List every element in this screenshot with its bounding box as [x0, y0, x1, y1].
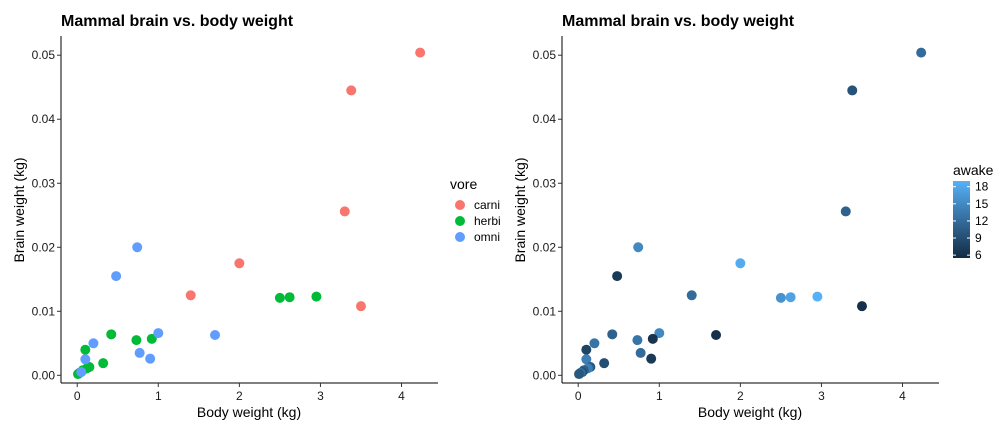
- x-tick-label: 2: [737, 389, 744, 403]
- point: [735, 258, 746, 269]
- chart-title: Mammal brain vs. body weight: [562, 13, 795, 30]
- y-tick-label: 0.02: [32, 240, 56, 254]
- y-axis-label: Brain weight (kg): [512, 157, 528, 262]
- colorbar-tick-label: 12: [975, 214, 989, 228]
- x-tick-label: 3: [818, 389, 825, 403]
- point-omni: [76, 367, 87, 378]
- point-carni: [355, 301, 366, 312]
- point: [711, 329, 722, 340]
- point-omni: [132, 242, 143, 253]
- point-omni: [88, 338, 99, 349]
- point-herbi: [284, 292, 295, 303]
- y-tick-label: 0.00: [32, 368, 56, 382]
- chart-vore: Mammal brain vs. body weight 0 1 2 3 4 0.00 0.…: [11, 13, 501, 420]
- point: [856, 301, 867, 312]
- point: [612, 271, 623, 282]
- x-tick-label: 1: [656, 389, 663, 403]
- point: [686, 290, 697, 301]
- x-tick-label: 2: [236, 389, 243, 403]
- point: [599, 358, 610, 369]
- point-carni: [234, 258, 245, 269]
- x-tick-label: 4: [398, 389, 405, 403]
- chart-title: Mammal brain vs. body weight: [61, 13, 294, 30]
- point: [633, 242, 644, 253]
- points-layer: [574, 47, 927, 380]
- legend-title: awake: [953, 162, 994, 178]
- y-tick-label: 0.00: [533, 368, 557, 382]
- y-axis-label: Brain weight (kg): [11, 157, 27, 262]
- y-tick-label: 0.03: [32, 176, 56, 190]
- y-tick-label: 0.05: [32, 48, 56, 62]
- point-herbi: [106, 329, 117, 340]
- axes: 0 1 2 3 4 0.00 0.01 0.02 0.03 0.04 0.05: [533, 36, 939, 403]
- x-tick-label: 0: [575, 389, 582, 403]
- legend-label-omni: omni: [474, 230, 500, 244]
- point-omni: [153, 328, 164, 339]
- colorbar-tick-label: 15: [975, 197, 989, 211]
- point: [574, 369, 585, 380]
- point: [654, 328, 665, 339]
- legend-key-carni: [455, 200, 465, 210]
- point-herbi: [131, 335, 142, 346]
- point: [581, 354, 592, 365]
- point-carni: [339, 206, 350, 217]
- colorbar: [953, 181, 970, 258]
- point: [775, 292, 786, 303]
- point-herbi: [98, 358, 109, 369]
- point-herbi: [146, 333, 157, 344]
- point: [840, 206, 851, 217]
- y-tick-label: 0.02: [533, 240, 557, 254]
- x-tick-label: 0: [74, 389, 81, 403]
- colorbar-tick-label: 6: [975, 248, 982, 262]
- color-legend: awake 6 9 12 15 18: [953, 162, 994, 262]
- point-carni: [185, 290, 196, 301]
- point-omni: [134, 347, 145, 358]
- point-omni: [145, 353, 156, 364]
- axes: 0 1 2 3 4 0.00 0.01 0.02 0.03 0.04 0.05: [32, 36, 438, 403]
- point-herbi: [311, 291, 322, 302]
- colorbar-tick-label: 18: [975, 180, 989, 194]
- legend-label-herbi: herbi: [474, 214, 501, 228]
- legend-key-omni: [455, 232, 465, 242]
- legend: vore carni herbi omni: [450, 176, 501, 244]
- x-tick-label: 1: [155, 389, 162, 403]
- legend-label-carni: carni: [474, 198, 500, 212]
- point-omni: [111, 271, 122, 282]
- point-carni: [346, 85, 357, 96]
- y-tick-label: 0.01: [32, 304, 56, 318]
- points-layer: [73, 47, 426, 380]
- point: [647, 333, 658, 344]
- point: [632, 335, 643, 346]
- colorbar-tick-label: 9: [975, 231, 982, 245]
- legend-title: vore: [450, 176, 477, 192]
- point: [916, 47, 927, 58]
- point: [589, 338, 600, 349]
- point: [646, 353, 657, 364]
- y-tick-label: 0.04: [32, 112, 56, 126]
- y-tick-label: 0.05: [533, 48, 557, 62]
- point: [847, 85, 858, 96]
- point-omni: [210, 329, 221, 340]
- y-tick-label: 0.01: [533, 304, 557, 318]
- x-tick-label: 4: [899, 389, 906, 403]
- y-tick-label: 0.04: [533, 112, 557, 126]
- point-herbi: [80, 344, 91, 355]
- point-omni: [80, 354, 91, 365]
- point: [785, 292, 796, 303]
- x-axis-label: Body weight (kg): [197, 404, 301, 420]
- y-tick-label: 0.03: [533, 176, 557, 190]
- point-herbi: [274, 292, 285, 303]
- point: [812, 291, 823, 302]
- point: [581, 344, 592, 355]
- chart-awake: Mammal brain vs. body weight 0 1 2 3 40.000.…: [512, 13, 994, 420]
- x-tick-label: 3: [317, 389, 324, 403]
- point-carni: [415, 47, 426, 58]
- x-axis-label: Body weight (kg): [698, 404, 802, 420]
- point: [607, 329, 618, 340]
- legend-key-herbi: [455, 216, 465, 226]
- point: [635, 347, 646, 358]
